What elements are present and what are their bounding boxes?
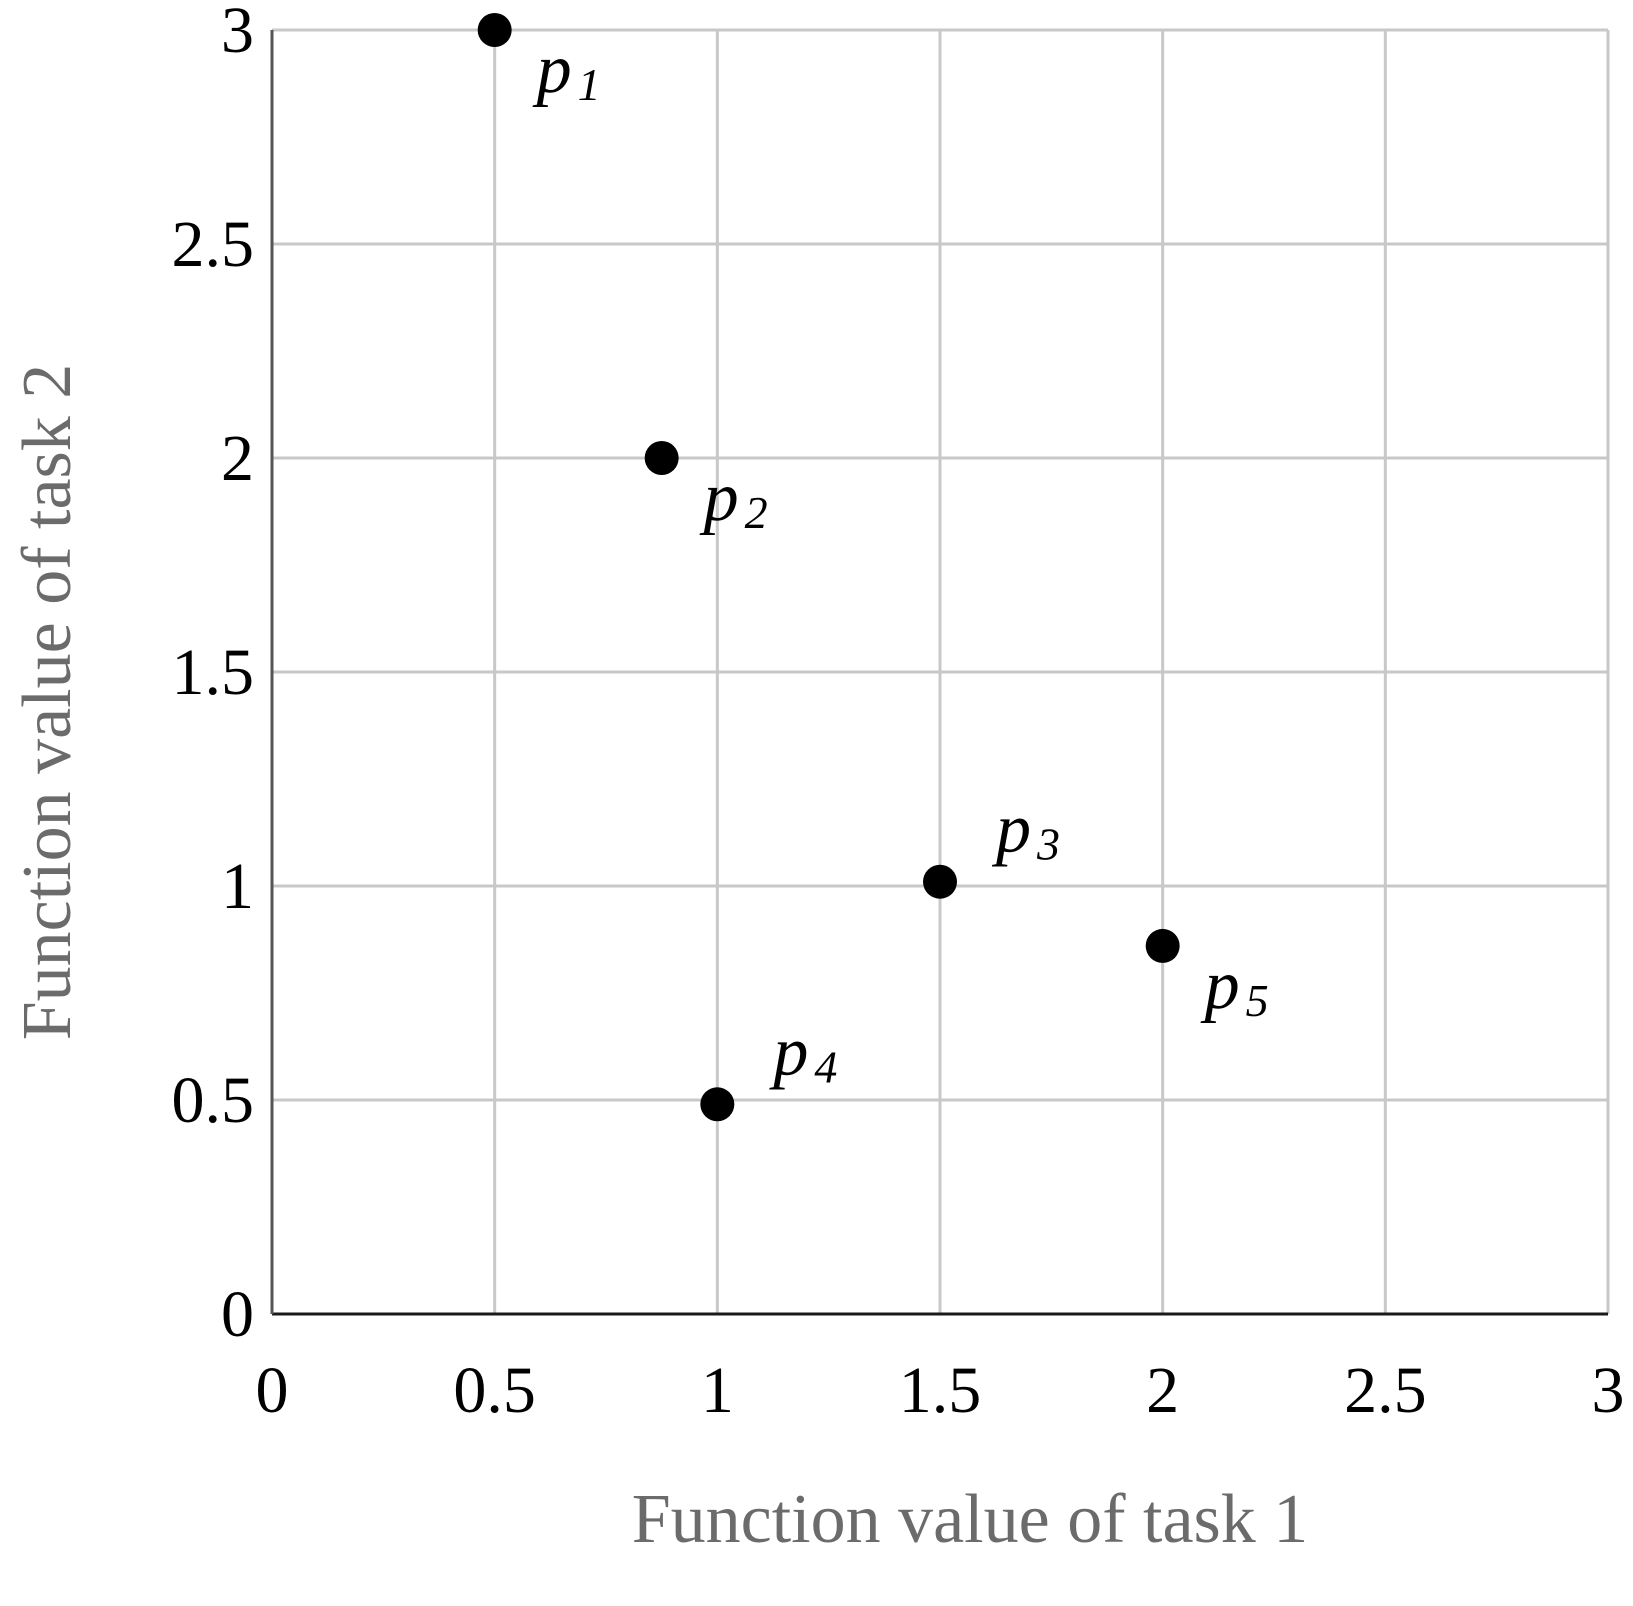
x-tick-label: 2.5 xyxy=(1344,1354,1427,1427)
y-tick-label: 1 xyxy=(221,850,254,923)
y-tick-label: 3 xyxy=(221,0,254,67)
data-point-p4 xyxy=(700,1087,735,1122)
data-point-p5 xyxy=(1145,928,1180,963)
x-tick-label: 0.5 xyxy=(453,1354,536,1427)
y-tick-labels: 0 0.5 1 1.5 2 2.5 3 xyxy=(172,0,255,1351)
point-labels: p 1 p 2 p 3 p 4 p 5 xyxy=(532,31,1269,1092)
axes xyxy=(270,30,1608,1316)
y-axis-title: Function value of task 2 xyxy=(9,364,86,1041)
grid-lines xyxy=(272,28,1610,1314)
x-tick-label: 1.5 xyxy=(899,1354,982,1427)
x-tick-label: 2 xyxy=(1146,1354,1179,1427)
x-tick-label: 1 xyxy=(701,1354,734,1427)
y-tick-label: 2 xyxy=(221,422,254,495)
y-tick-label: 2.5 xyxy=(172,208,255,281)
data-point-p3 xyxy=(923,864,957,899)
data-points xyxy=(477,13,1180,1122)
x-tick-label: 3 xyxy=(1592,1354,1625,1427)
x-axis-title: Function value of task 1 xyxy=(632,1481,1309,1558)
y-tick-label: 1.5 xyxy=(172,636,255,709)
x-tick-labels: 0 0.5 1 1.5 2 2.5 3 xyxy=(256,1354,1625,1427)
data-point-p2 xyxy=(644,441,679,475)
data-point-p1 xyxy=(477,13,512,47)
y-tick-label: 0 xyxy=(221,1278,254,1351)
y-tick-label: 0.5 xyxy=(172,1064,255,1137)
x-tick-label: 0 xyxy=(256,1354,289,1427)
